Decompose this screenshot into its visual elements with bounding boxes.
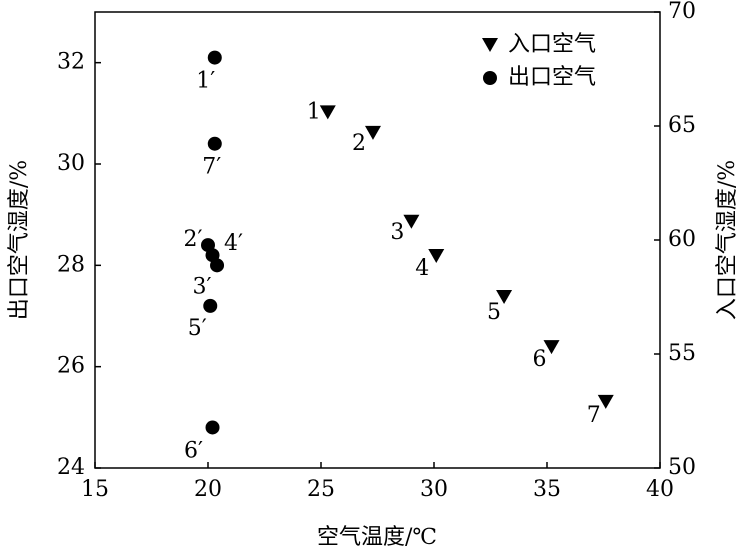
- y2-tick-label: 65: [668, 113, 696, 138]
- point-label: 4′: [224, 231, 243, 256]
- point-label: 7: [587, 403, 601, 428]
- point-label: 1: [307, 99, 321, 124]
- y-tick-label: 32: [57, 50, 85, 75]
- y2-tick-label: 70: [668, 0, 696, 24]
- marker: [207, 50, 222, 65]
- marker: [207, 136, 222, 151]
- point-label: 6: [533, 347, 547, 372]
- x-tick-label: 15: [81, 477, 109, 502]
- x-tick-label: 35: [533, 477, 561, 502]
- y2-tick-label: 60: [668, 227, 696, 252]
- point-label: 1′: [196, 69, 215, 94]
- y-tick-label: 28: [57, 252, 85, 277]
- y-tick-label: 26: [57, 354, 85, 379]
- marker: [403, 214, 420, 229]
- y-tick-label: 24: [57, 455, 85, 480]
- point-label: 5: [487, 300, 501, 325]
- marker: [319, 105, 336, 120]
- legend-label: 出口空气: [508, 65, 596, 90]
- legend-marker: [482, 38, 498, 52]
- point-label: 6′: [184, 438, 203, 463]
- point-label: 4: [415, 256, 429, 281]
- y-axis-label: 出口空气湿度/%: [7, 160, 32, 320]
- x-tick-label: 25: [307, 477, 335, 502]
- marker: [597, 394, 614, 409]
- y2-tick-label: 55: [668, 341, 696, 366]
- marker: [205, 248, 220, 263]
- x-tick-label: 30: [420, 477, 448, 502]
- marker: [543, 340, 560, 355]
- y2-tick-label: 50: [668, 455, 696, 480]
- legend-label: 入口空气: [508, 32, 596, 57]
- x-tick-label: 40: [646, 477, 674, 502]
- point-label: 2′: [184, 227, 203, 252]
- point-label: 2: [352, 131, 366, 156]
- point-label: 5′: [188, 316, 207, 341]
- y-tick-label: 30: [57, 151, 85, 176]
- point-label: 3: [390, 220, 404, 245]
- point-label: 3′: [193, 274, 212, 299]
- legend-marker: [483, 71, 497, 85]
- x-axis-label: 空气温度/℃: [317, 525, 437, 550]
- x-tick-label: 20: [194, 477, 222, 502]
- marker: [205, 420, 220, 435]
- marker: [428, 248, 445, 263]
- marker: [203, 298, 218, 313]
- marker: [496, 290, 513, 304]
- y2-axis-label: 入口空气湿度/%: [715, 160, 740, 320]
- marker: [364, 125, 381, 140]
- point-label: 7′: [202, 155, 221, 180]
